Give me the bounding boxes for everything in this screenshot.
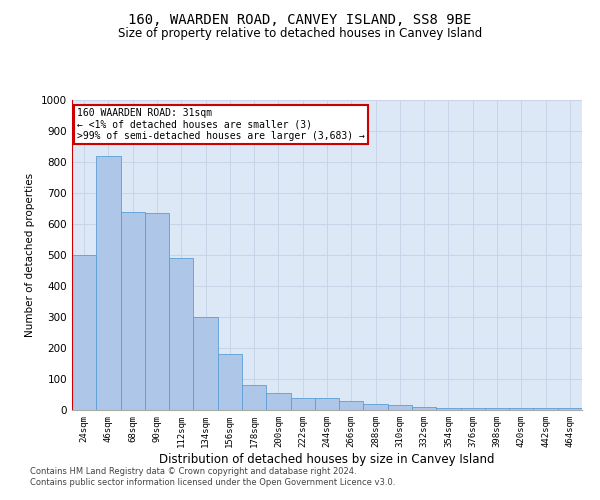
- Bar: [509, 408, 533, 410]
- Text: Distribution of detached houses by size in Canvey Island: Distribution of detached houses by size …: [159, 452, 495, 466]
- Bar: [315, 398, 339, 410]
- Bar: [218, 354, 242, 410]
- Bar: [461, 408, 485, 410]
- Text: 160 WAARDEN ROAD: 31sqm
← <1% of detached houses are smaller (3)
>99% of semi-de: 160 WAARDEN ROAD: 31sqm ← <1% of detache…: [77, 108, 365, 141]
- Bar: [290, 398, 315, 410]
- Bar: [364, 404, 388, 410]
- Bar: [436, 408, 461, 410]
- Y-axis label: Number of detached properties: Number of detached properties: [25, 173, 35, 337]
- Bar: [266, 393, 290, 410]
- Bar: [169, 258, 193, 410]
- Bar: [121, 212, 145, 410]
- Bar: [96, 156, 121, 410]
- Bar: [558, 408, 582, 410]
- Bar: [193, 317, 218, 410]
- Text: Contains public sector information licensed under the Open Government Licence v3: Contains public sector information licen…: [30, 478, 395, 487]
- Bar: [339, 400, 364, 410]
- Bar: [412, 407, 436, 410]
- Text: 160, WAARDEN ROAD, CANVEY ISLAND, SS8 9BE: 160, WAARDEN ROAD, CANVEY ISLAND, SS8 9B…: [128, 12, 472, 26]
- Bar: [485, 408, 509, 410]
- Bar: [388, 406, 412, 410]
- Text: Size of property relative to detached houses in Canvey Island: Size of property relative to detached ho…: [118, 28, 482, 40]
- Text: Contains HM Land Registry data © Crown copyright and database right 2024.: Contains HM Land Registry data © Crown c…: [30, 467, 356, 476]
- Bar: [533, 408, 558, 410]
- Bar: [72, 255, 96, 410]
- Bar: [242, 385, 266, 410]
- Bar: [145, 213, 169, 410]
